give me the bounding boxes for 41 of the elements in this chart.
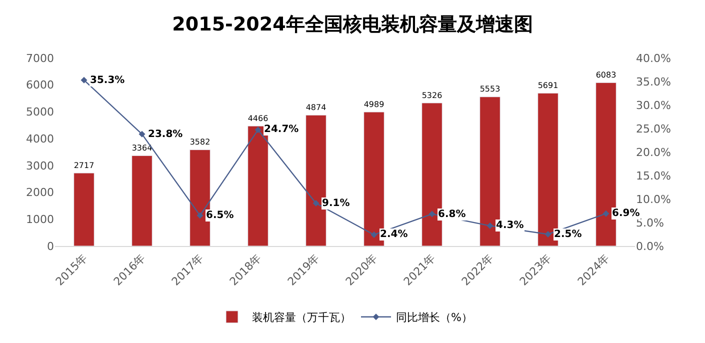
point — [196, 212, 204, 219]
y-tick-label: 7000 — [26, 52, 54, 65]
data-label: 9.1% — [322, 198, 350, 209]
chart-title: 2015-2024年全国核电装机容量及增速图 — [172, 13, 533, 36]
y2-tick-label: 35.0% — [636, 75, 671, 88]
y-tick-label: 3000 — [26, 159, 54, 172]
y-tick-label: 5000 — [26, 106, 54, 119]
point — [428, 210, 436, 218]
y-tick-label: 2000 — [26, 186, 54, 200]
legend-label: 同比增长（%） — [396, 311, 472, 324]
y-tick-label: 0 — [47, 240, 54, 253]
y2-tick-label: 30.0% — [636, 98, 671, 112]
data-label: 6.5% — [206, 210, 234, 221]
y-tick-label: 1000 — [26, 212, 54, 226]
data-label: 23.8% — [148, 129, 183, 140]
data-label: 35.3% — [90, 75, 125, 86]
data-label: 24.7% — [264, 124, 299, 135]
point — [80, 76, 88, 84]
y2-tick-label: 25.0% — [636, 122, 671, 136]
point — [138, 130, 146, 138]
point — [312, 200, 320, 206]
legend-label: 装机容量（万千瓦） — [252, 311, 351, 324]
data-label: 6.8% — [438, 209, 466, 220]
point — [370, 231, 378, 238]
y2-tick-label: 20.0% — [636, 146, 671, 159]
point — [602, 210, 610, 217]
y2-tick-label: 10.0% — [636, 192, 671, 206]
data-label: 2.4% — [380, 229, 408, 240]
data-label: 4.3% — [496, 220, 524, 231]
bar — [132, 155, 152, 246]
y-tick-label: 6000 — [26, 78, 54, 92]
y2-tick-label: 15.0% — [636, 169, 671, 182]
data-label: 6.9% — [612, 208, 640, 219]
data-label: 2.5% — [554, 229, 582, 240]
y2-tick-label: 0.0% — [636, 240, 664, 253]
point — [544, 231, 552, 238]
y-tick-label: 4000 — [26, 132, 54, 146]
point — [486, 222, 494, 230]
y2-tick-label: 40.0% — [636, 52, 671, 65]
bar — [74, 172, 94, 246]
point — [254, 126, 262, 134]
